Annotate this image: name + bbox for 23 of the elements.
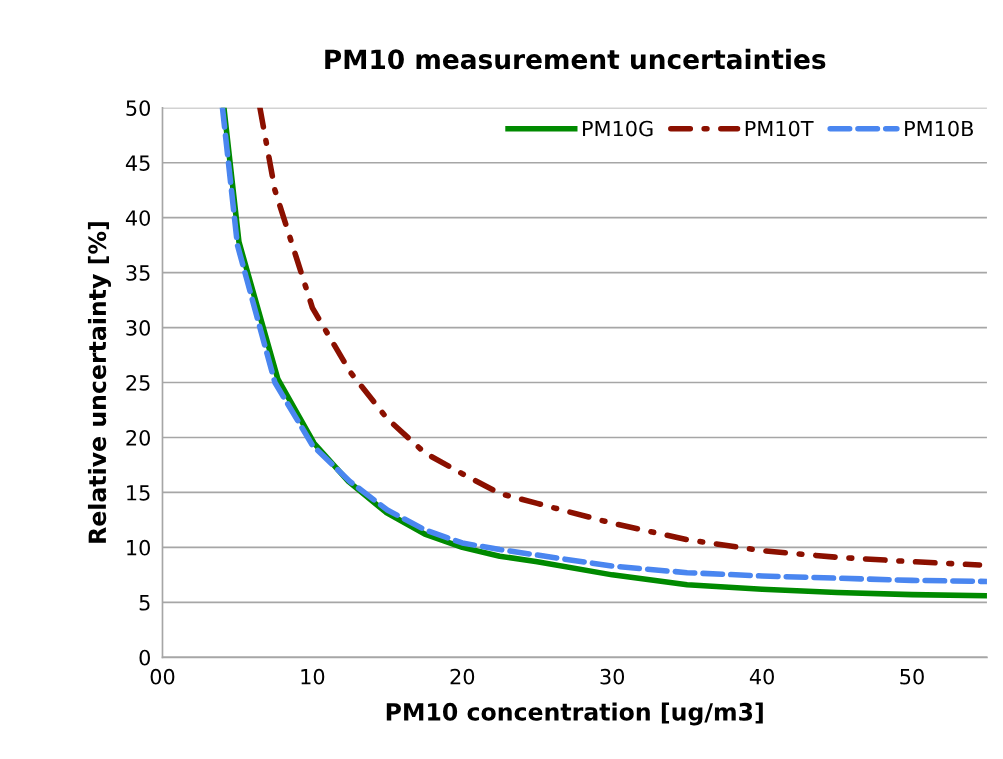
y-tick-label: 0 xyxy=(139,649,150,666)
y-tick-label: 10 xyxy=(127,539,150,556)
x-tick-label: 40 xyxy=(749,668,774,685)
y-tick-label: 15 xyxy=(127,485,150,501)
legend-label: PM10G xyxy=(583,120,653,137)
y-tick-label: 20 xyxy=(126,429,150,446)
y-tick-label: 5 xyxy=(139,595,150,611)
x-axis-title: PM10 concentration [ug/m3] xyxy=(386,702,763,726)
y-tick-label: 40 xyxy=(125,210,150,226)
y-tick-label: 45 xyxy=(125,155,150,171)
x-tick-label: 30 xyxy=(600,668,625,685)
legend-label: PM10B xyxy=(905,120,973,137)
x-tick-label: 00 xyxy=(150,668,175,685)
y-tick-label: 25 xyxy=(126,374,150,391)
chart-title: PM10 measurement uncertainties xyxy=(325,48,826,70)
y-tick-label: 50 xyxy=(126,100,150,116)
y-tick-label: 35 xyxy=(126,265,150,281)
x-tick-label: 20 xyxy=(450,668,475,685)
legend-label: PM10T xyxy=(745,120,814,137)
y-axis-title: Relative uncertainty [%] xyxy=(87,222,111,543)
x-tick-label: 50 xyxy=(900,668,924,685)
y-tick-label: 30 xyxy=(126,320,150,336)
x-tick-label: 10 xyxy=(301,668,325,685)
